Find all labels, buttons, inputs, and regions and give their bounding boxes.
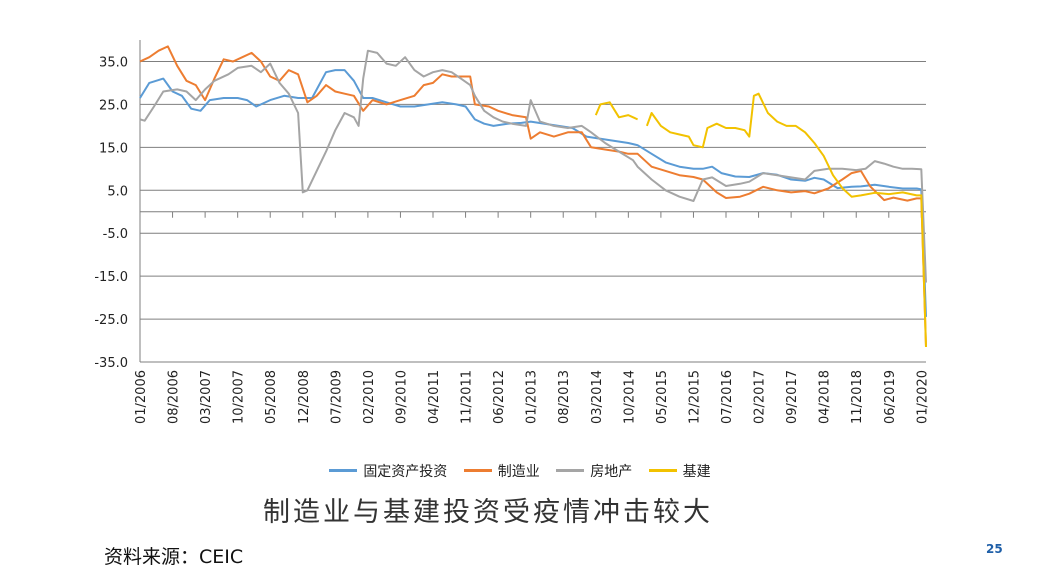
y-tick-label: -15.0 xyxy=(94,270,128,285)
x-tick-label: 08/2013 xyxy=(557,370,572,424)
legend-swatch-real-estate xyxy=(556,469,585,472)
legend-item-infrastructure: 基建 xyxy=(648,461,711,481)
axes xyxy=(139,40,926,362)
series-line-2 xyxy=(139,49,927,283)
x-tick-label: 09/2017 xyxy=(785,370,800,424)
legend-item-fixed-asset: 固定资产投资 xyxy=(329,461,447,481)
y-tick-labels: 35.0 25.0 15.0 5.0 -5.0 -15.0 -25.0 -35.0 xyxy=(94,55,128,371)
data-source-note: 资料来源：CEIC xyxy=(104,546,244,568)
chart-plot: 35.0 25.0 15.0 5.0 -5.0 -15.0 -25.0 -35.0 01/20… xyxy=(94,40,930,424)
x-tick-labels: 01/2006 08/2006 03/2007 10/2007 05/2008 12/20… xyxy=(134,370,930,424)
x-tick-label: 05/2015 xyxy=(655,370,670,424)
legend-item-real-estate: 房地产 xyxy=(556,461,632,481)
series-lines xyxy=(139,45,927,348)
x-tick-label: 02/2017 xyxy=(753,370,768,424)
x-tick-label: 03/2007 xyxy=(199,370,214,424)
y-tick-label: -5.0 xyxy=(103,227,128,242)
x-tick-label: 07/2016 xyxy=(720,370,735,424)
x-tick-label: 12/2015 xyxy=(687,370,702,424)
y-tick-label: 15.0 xyxy=(99,141,128,156)
y-tick-label: -35.0 xyxy=(94,356,128,371)
x-tick-label: 02/2010 xyxy=(362,370,377,424)
legend-swatch-fixed-asset xyxy=(329,469,358,472)
x-tick-label: 10/2014 xyxy=(622,370,637,424)
series-line-3 xyxy=(645,92,927,348)
x-tick-label: 10/2007 xyxy=(232,370,247,424)
x-tick-label: 01/2020 xyxy=(915,370,930,424)
page-number: 25 xyxy=(986,542,1003,556)
slide-caption: 制造业与基建投资受疫情冲击较大 xyxy=(263,497,713,528)
legend-label-infrastructure: 基建 xyxy=(682,463,711,480)
x-tick-label: 04/2018 xyxy=(818,370,833,424)
x-tick-label: 06/2019 xyxy=(883,370,898,424)
legend-swatch-infrastructure xyxy=(648,469,677,472)
series-line-3 xyxy=(594,101,639,121)
legend-label-fixed-asset: 固定资产投资 xyxy=(363,463,448,480)
grid-lines xyxy=(140,60,926,363)
y-tick-label: 25.0 xyxy=(99,98,128,113)
legend-swatch-manufacturing xyxy=(463,469,492,472)
legend-item-manufacturing: 制造业 xyxy=(463,461,540,481)
x-tick-label: 01/2006 xyxy=(134,370,149,424)
legend-label-real-estate: 房地产 xyxy=(590,463,633,480)
x-tick-label: 05/2008 xyxy=(264,370,279,424)
x-tick-label: 11/2011 xyxy=(460,370,475,424)
x-tick-label: 03/2014 xyxy=(590,370,605,424)
x-tick-label: 11/2018 xyxy=(850,370,865,424)
legend-label-manufacturing: 制造业 xyxy=(497,463,540,480)
series-line-0 xyxy=(139,69,927,317)
x-tick-label: 07/2009 xyxy=(329,370,344,424)
chart-legend: 固定资产投资 制造业 房地产 基建 xyxy=(0,460,1040,481)
x-tick-label: 09/2010 xyxy=(394,370,409,424)
x-tick-label: 01/2013 xyxy=(525,370,540,424)
x-tick-label: 06/2012 xyxy=(492,370,507,424)
y-tick-label: 35.0 xyxy=(99,55,128,70)
x-tick-label: 08/2006 xyxy=(167,370,182,424)
x-tick-label: 04/2011 xyxy=(427,370,442,424)
x-tick-label: 12/2008 xyxy=(297,370,312,424)
series-line-1 xyxy=(139,45,927,348)
y-tick-label: -25.0 xyxy=(94,313,128,328)
y-tick-label: 5.0 xyxy=(107,184,128,199)
